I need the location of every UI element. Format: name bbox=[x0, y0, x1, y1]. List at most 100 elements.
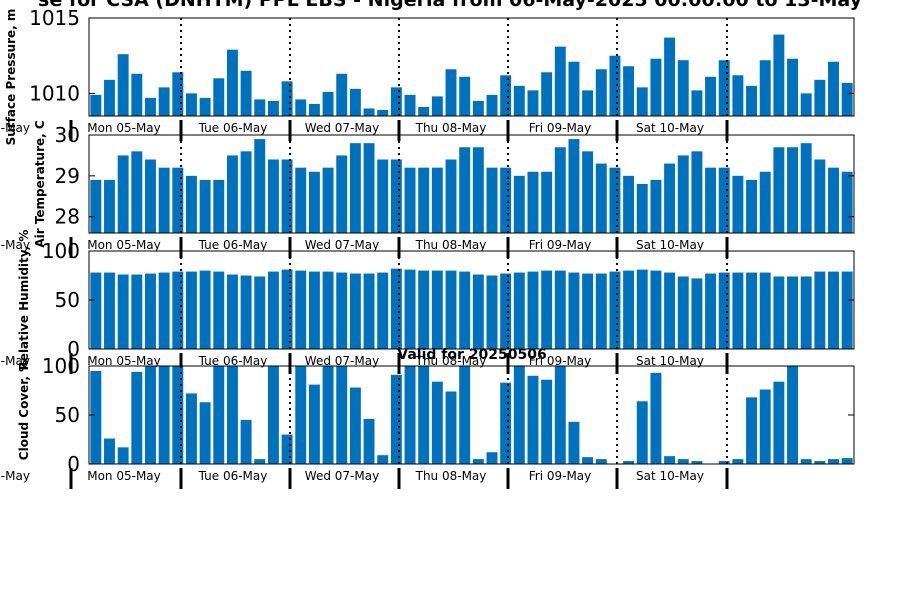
bar-p2-4 bbox=[145, 159, 156, 233]
bar-p2-35 bbox=[568, 139, 580, 233]
bar-p4-35 bbox=[568, 421, 580, 464]
ytick-label-p3-1: 50 bbox=[55, 288, 80, 312]
bar-p3-12 bbox=[254, 276, 266, 349]
bar-p4-9 bbox=[213, 366, 225, 464]
bar-p3-42 bbox=[664, 272, 676, 349]
bar-p3-20 bbox=[363, 273, 375, 349]
bar-p1-12 bbox=[254, 99, 266, 116]
bar-p1-52 bbox=[800, 93, 812, 116]
day-label-p4-0: Mon 05-May bbox=[87, 469, 161, 483]
bar-p3-10 bbox=[226, 274, 238, 349]
bar-p4-12 bbox=[254, 459, 266, 464]
bar-p1-49 bbox=[759, 60, 771, 116]
bar-p1-3 bbox=[131, 73, 143, 116]
bar-p3-6 bbox=[172, 271, 184, 349]
day-label-p2-4: Fri 09-May bbox=[529, 238, 592, 252]
bar-p3-14 bbox=[281, 269, 293, 349]
bar-p2-5 bbox=[158, 167, 170, 233]
bar-p3-34 bbox=[554, 270, 566, 349]
bar-p4-11 bbox=[240, 419, 252, 464]
bar-p2-47 bbox=[732, 175, 744, 233]
day-label-p1-1: Tue 06-May bbox=[198, 121, 268, 135]
bar-p1-43 bbox=[677, 60, 689, 116]
bar-p1-42 bbox=[664, 37, 676, 116]
bar-p3-36 bbox=[582, 273, 594, 349]
ytick-label-p4-2: 100 bbox=[42, 354, 80, 378]
bar-p4-7 bbox=[185, 393, 197, 464]
day-label-p3-0: Mon 05-May bbox=[87, 354, 161, 368]
bar-p4-5 bbox=[158, 366, 170, 464]
bar-p2-11 bbox=[240, 151, 252, 233]
bar-p3-1 bbox=[104, 272, 115, 349]
bar-p1-38 bbox=[609, 55, 621, 116]
bar-p2-53 bbox=[814, 159, 826, 233]
bar-p1-0 bbox=[90, 94, 102, 116]
day-label-p4-4: Fri 09-May bbox=[529, 469, 592, 483]
day-label-p1-5: Sat 10-May bbox=[636, 121, 704, 135]
bar-p2-33 bbox=[541, 171, 553, 233]
bar-p3-44 bbox=[691, 278, 703, 349]
bar-p2-16 bbox=[308, 171, 320, 233]
bar-p2-46 bbox=[718, 167, 730, 233]
bar-p4-50 bbox=[773, 381, 785, 464]
bar-p3-13 bbox=[267, 271, 279, 349]
bar-p1-27 bbox=[459, 76, 471, 116]
bar-p4-33 bbox=[541, 379, 553, 464]
bar-p2-19 bbox=[349, 143, 361, 233]
day-label-p4-3: Thu 08-May bbox=[415, 469, 487, 483]
bar-p2-40 bbox=[636, 184, 648, 233]
bar-p1-6 bbox=[172, 72, 184, 116]
bar-p3-3 bbox=[131, 274, 143, 349]
bar-p2-36 bbox=[582, 151, 594, 233]
day-label-p2-2: Wed 07-May bbox=[305, 238, 379, 252]
bar-p4-19 bbox=[349, 387, 361, 464]
bar-p2-14 bbox=[281, 159, 293, 233]
bar-p1-14 bbox=[281, 81, 293, 116]
ylabel-p1: Surface Pressure, m bbox=[4, 9, 18, 146]
axes-frame-p1 bbox=[88, 17, 855, 117]
bar-p2-8 bbox=[199, 179, 211, 233]
day-label-p2-3: Thu 08-May bbox=[415, 238, 487, 252]
ytick-label-p2-0: 28 bbox=[55, 205, 80, 229]
bar-p2-12 bbox=[254, 139, 266, 233]
bar-p4-22 bbox=[390, 374, 402, 464]
bar-p4-25 bbox=[431, 381, 443, 464]
day-label-p2-0: Mon 05-May bbox=[87, 238, 161, 252]
bar-p3-25 bbox=[431, 270, 443, 349]
bar-p3-17 bbox=[322, 271, 334, 349]
bar-p4-8 bbox=[199, 402, 211, 464]
bar-p3-47 bbox=[732, 272, 744, 349]
ytick-label-p4-1: 50 bbox=[55, 403, 80, 427]
bar-p1-13 bbox=[267, 100, 279, 116]
bar-p4-10 bbox=[226, 366, 238, 464]
bar-p4-14 bbox=[281, 434, 293, 464]
bar-p1-11 bbox=[240, 70, 252, 116]
bar-p1-30 bbox=[500, 75, 512, 116]
ytick-label-p2-2: 30 bbox=[55, 123, 80, 147]
chart-title: se for CSA (DNHTM) PPL EBS - Nigeria fro… bbox=[38, 0, 863, 11]
bar-p3-29 bbox=[486, 275, 498, 349]
ytick-label-p1-0: 1010 bbox=[29, 81, 80, 105]
bar-p1-33 bbox=[541, 72, 553, 116]
bar-p3-43 bbox=[677, 276, 689, 349]
bar-p1-16 bbox=[308, 103, 320, 116]
bar-p4-46 bbox=[718, 461, 730, 464]
day-label-p3-2: Wed 07-May bbox=[305, 354, 379, 368]
day-label-p2-5: Sat 10-May bbox=[636, 238, 704, 252]
bar-p1-36 bbox=[582, 90, 594, 116]
bar-p2-13 bbox=[267, 159, 279, 233]
bar-p1-2 bbox=[117, 54, 129, 116]
bar-p1-21 bbox=[377, 109, 389, 116]
bar-p4-18 bbox=[336, 366, 348, 464]
bar-p2-15 bbox=[295, 167, 307, 233]
bar-p4-16 bbox=[308, 384, 320, 464]
bar-p2-17 bbox=[322, 167, 334, 233]
bar-p3-2 bbox=[117, 274, 129, 349]
ylabel-p2: Air Temperature, C bbox=[33, 120, 47, 248]
bar-p3-35 bbox=[568, 272, 580, 349]
bar-p3-41 bbox=[650, 270, 662, 349]
ytick-label-p1-1: 1015 bbox=[29, 6, 80, 30]
bar-p4-54 bbox=[828, 459, 839, 464]
